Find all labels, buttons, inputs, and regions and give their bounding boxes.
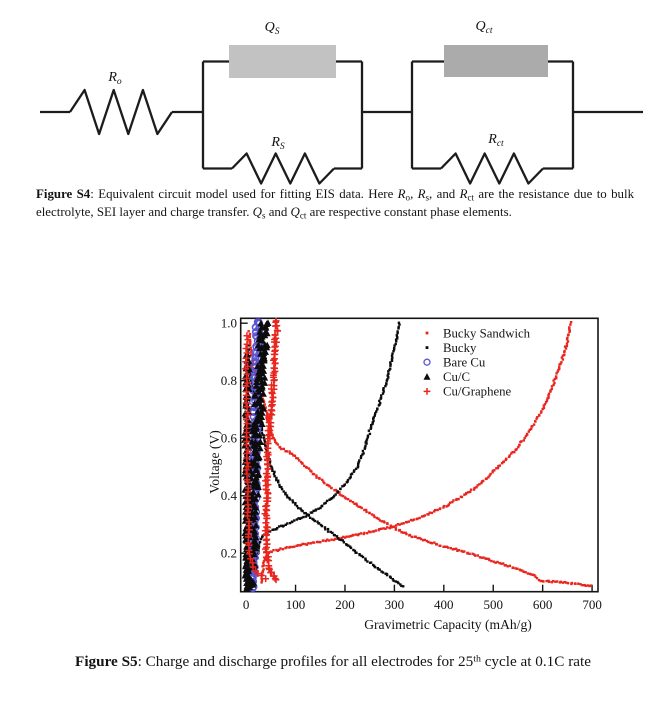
x-axis-label: Gravimetric Capacity (mAh/g) xyxy=(364,617,532,633)
legend-label: Bucky Sandwich xyxy=(443,326,531,340)
label-r-o: Ro xyxy=(107,70,122,87)
x-tick-label: 300 xyxy=(385,597,405,612)
equivalent-circuit-diagram: Ro QS RS Qct Rct xyxy=(40,19,643,185)
x-tick-label: 0 xyxy=(243,597,250,612)
x-tick-label: 400 xyxy=(434,597,454,612)
legend-item: Cu/Graphene xyxy=(423,385,512,399)
x-tick-label: 700 xyxy=(582,597,602,612)
legend-label: Cu/Graphene xyxy=(443,385,512,399)
figure-s4-caption: Figure S4: Equivalent circuit model used… xyxy=(36,187,635,221)
label-q-ct: Qct xyxy=(476,19,493,36)
x-tick-label: 100 xyxy=(286,597,306,612)
x-tick-label: 200 xyxy=(335,597,355,612)
y-tick-label: 0.2 xyxy=(221,546,237,561)
legend-item: Bucky xyxy=(425,341,477,355)
series-bucky-sandwich xyxy=(247,321,593,588)
resistor-r-o xyxy=(69,88,173,136)
label-r-ct: Rct xyxy=(487,132,504,149)
figure-s5-caption: Figure S5: Charge and discharge profiles… xyxy=(75,653,591,670)
voltage-capacity-chart: 0 100 200 300 400 500 600 700 0.2 0.4 0.6 0.8 1.0 Gra… xyxy=(207,316,602,633)
legend-item: Bare Cu xyxy=(423,356,486,370)
cpe-box-q-ct xyxy=(444,45,548,77)
circuit-wires xyxy=(40,60,643,170)
resistor-r-ct xyxy=(440,152,544,185)
legend-item: Bucky Sandwich xyxy=(425,326,531,340)
y-tick-label: 0.4 xyxy=(221,488,238,503)
y-tick-label: 0.6 xyxy=(221,431,238,446)
cpe-box-q-s xyxy=(229,45,336,78)
legend-label: Bucky xyxy=(443,341,477,355)
y-tick-label: 1.0 xyxy=(221,316,237,331)
series-cu-graphene xyxy=(242,317,282,584)
label-q-s: QS xyxy=(265,20,280,37)
legend-label: Bare Cu xyxy=(443,356,486,370)
x-tick-label: 500 xyxy=(483,597,503,612)
resistor-r-s xyxy=(231,152,335,185)
x-tick-label: 600 xyxy=(533,597,553,612)
legend-label: Cu/C xyxy=(443,370,470,384)
label-r-s: RS xyxy=(270,135,285,152)
y-tick-label: 0.8 xyxy=(221,373,237,388)
y-axis-label: Voltage (V) xyxy=(207,430,223,494)
plot-frame xyxy=(239,317,599,593)
legend-item: Cu/C xyxy=(423,370,470,384)
